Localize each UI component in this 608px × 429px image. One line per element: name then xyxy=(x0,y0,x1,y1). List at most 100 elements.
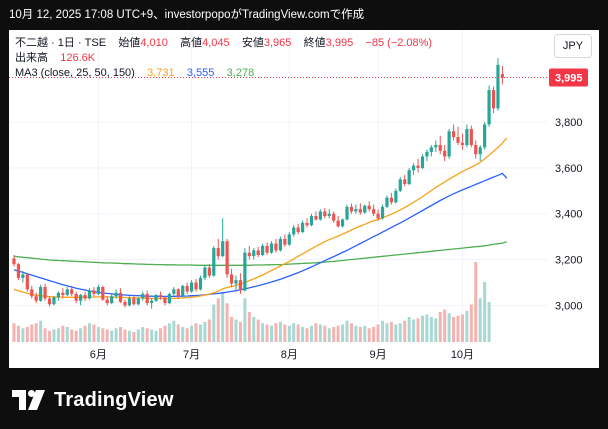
candle-body xyxy=(136,298,140,305)
candle-body xyxy=(274,243,278,251)
volume-bar xyxy=(452,317,456,342)
y-tick-label: 3,000 xyxy=(555,300,583,312)
volume-bar xyxy=(323,325,327,342)
candle-body xyxy=(496,64,500,109)
candle-body xyxy=(56,292,60,298)
volume-bar xyxy=(274,323,278,342)
volume-bar xyxy=(425,314,429,342)
candle-body xyxy=(269,243,274,253)
candle-body xyxy=(380,206,385,219)
volume-bar xyxy=(403,320,407,342)
volume-bar xyxy=(301,327,305,342)
volume-bar xyxy=(48,330,52,342)
volume-bar xyxy=(123,329,127,342)
legend-volume: 出来高 126.6K xyxy=(15,51,95,65)
last-price-tag xyxy=(549,68,588,87)
candle-body xyxy=(172,289,176,294)
candle-body xyxy=(278,238,282,251)
candle-body xyxy=(229,274,234,284)
volume-bar xyxy=(167,323,171,342)
volume-bar xyxy=(434,318,438,342)
candle-body xyxy=(412,165,416,171)
candle-body xyxy=(420,156,425,168)
candle-body xyxy=(407,170,411,184)
candle-body xyxy=(474,145,478,155)
tradingview-logo[interactable]: TradingView xyxy=(12,386,174,414)
candle-body xyxy=(318,211,322,220)
candle-body xyxy=(61,292,65,296)
candle-body xyxy=(478,147,482,155)
ma-label[interactable]: MA3 (close, 25, 50, 150) xyxy=(15,67,135,79)
candle-body xyxy=(256,250,260,255)
candle-body xyxy=(389,197,393,203)
volume-bar xyxy=(163,325,167,342)
candle-body xyxy=(349,206,354,212)
volume-bar xyxy=(43,328,47,342)
candle-body xyxy=(132,298,136,305)
volume-bar xyxy=(110,330,114,342)
volume-bar xyxy=(349,323,353,342)
volume-bar xyxy=(185,328,189,342)
candle-body xyxy=(34,296,38,301)
candle-body xyxy=(261,245,265,255)
low-label: 安値 xyxy=(241,37,264,49)
candle-body xyxy=(43,287,47,299)
candle-body xyxy=(96,287,100,294)
volume-bar xyxy=(478,298,482,342)
tradingview-logo-icon xyxy=(12,390,45,410)
volume-bar xyxy=(159,328,163,342)
candle-body xyxy=(465,129,469,146)
volume-bar xyxy=(21,328,25,342)
candle-body xyxy=(247,252,251,257)
volume-bar xyxy=(190,325,194,342)
candle-body xyxy=(323,211,327,217)
volume-bar xyxy=(65,327,69,342)
candle-body xyxy=(65,289,69,296)
candle-body xyxy=(296,227,300,233)
candle-body xyxy=(16,264,21,278)
volume-bar xyxy=(287,325,291,342)
candle-body xyxy=(25,274,29,290)
volume-bar xyxy=(465,310,469,342)
candle-body xyxy=(287,234,291,245)
volume-bar xyxy=(234,319,238,342)
volume-bar xyxy=(127,330,131,342)
volume-bar xyxy=(172,320,176,342)
volume-bar xyxy=(252,317,256,342)
volume-bar xyxy=(314,323,318,342)
ma150-line xyxy=(13,241,507,266)
volume-bar xyxy=(25,327,29,342)
candle-body xyxy=(301,222,305,233)
volume-bar xyxy=(61,325,65,342)
ma50-value: 3,555 xyxy=(186,67,215,79)
candle-body xyxy=(314,216,318,220)
volume-bar xyxy=(358,327,362,342)
candle-body xyxy=(367,205,371,210)
close-label: 終値 xyxy=(303,37,326,49)
legend-ma: MA3 (close, 25, 50, 150) 3,731 3,555 3,2… xyxy=(15,66,254,80)
y-tick-label: 3,400 xyxy=(555,209,583,221)
volume-bar xyxy=(438,312,442,342)
candle-body xyxy=(425,151,429,157)
symbol-label[interactable]: 不二越 · 1日 · TSE xyxy=(15,37,107,49)
volume-bar xyxy=(332,327,336,342)
volume-bar xyxy=(256,319,260,342)
candle-body xyxy=(372,209,376,214)
tradingview-logo-text: TradingView xyxy=(54,388,174,411)
volume-label[interactable]: 出来高 xyxy=(15,52,48,64)
candle-body xyxy=(39,287,43,301)
candle-body xyxy=(83,295,87,299)
candle-body xyxy=(487,90,491,125)
volume-bar xyxy=(96,327,100,342)
volume-bar xyxy=(198,324,202,342)
candle-body xyxy=(92,290,96,294)
candle-body xyxy=(438,145,442,151)
currency-button[interactable]: JPY xyxy=(554,34,592,58)
volume-bar xyxy=(278,322,282,342)
volume-bar xyxy=(212,304,216,342)
volume-bar xyxy=(385,323,389,342)
volume-bar xyxy=(74,330,78,342)
volume-bar xyxy=(398,323,402,342)
volume-bar xyxy=(469,304,473,342)
